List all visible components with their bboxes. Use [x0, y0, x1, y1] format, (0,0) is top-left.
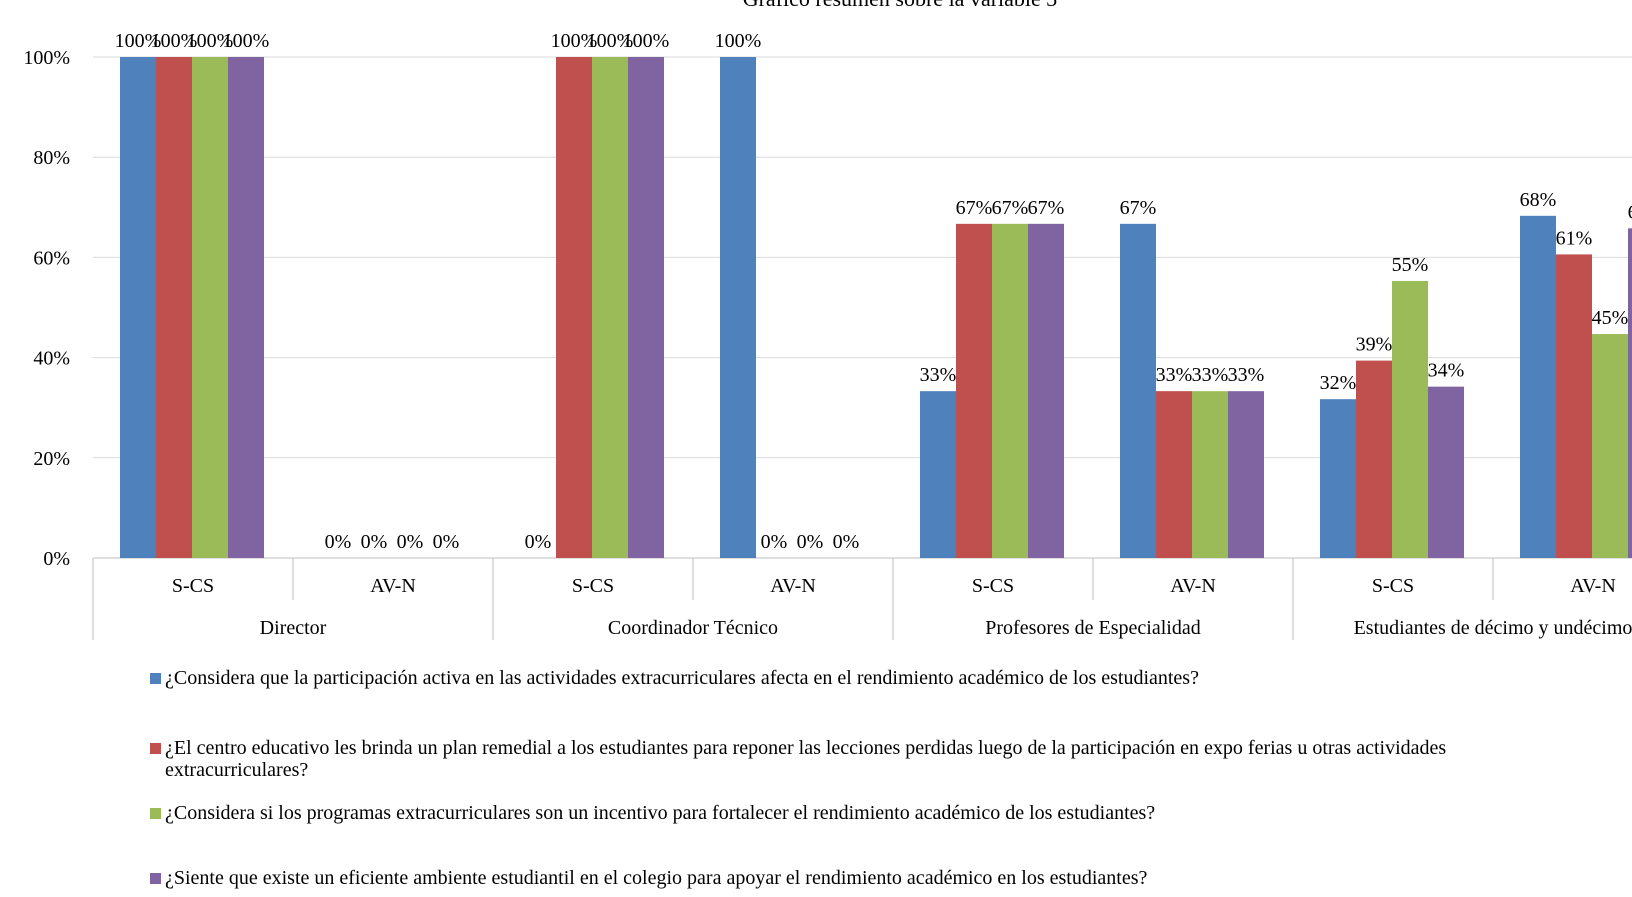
x-category-label: AV-N [1570, 575, 1616, 597]
data-label: 67% [956, 197, 993, 219]
y-tick-label: 40% [33, 348, 70, 370]
bar [1028, 223, 1064, 558]
x-category-label: S-CS [972, 575, 1014, 597]
x-category-label: AV-N [1170, 575, 1216, 597]
legend-label-2: ¿El centro educativo les brinda un plan … [165, 737, 1447, 781]
x-group-label: Estudiantes de décimo y undécimo [1354, 617, 1632, 639]
bar [556, 57, 592, 558]
data-label: 32% [1320, 372, 1357, 394]
data-label: 0% [433, 531, 460, 553]
data-label: 68% [1520, 189, 1557, 211]
y-tick-label: 20% [33, 448, 70, 470]
bar [992, 223, 1028, 558]
data-label: 34% [1428, 360, 1465, 382]
data-label: 45% [1592, 307, 1629, 329]
chart-title: Gráfico resumen sobre la variable 3 [743, 0, 1058, 11]
bar [1628, 228, 1632, 559]
x-group-label: Coordinador Técnico [608, 617, 778, 639]
bar [1228, 391, 1264, 558]
data-label: 67% [992, 197, 1029, 219]
y-tick-label: 60% [33, 247, 70, 269]
legend-label-4: ¿Siente que existe un eficiente ambiente… [165, 867, 1148, 889]
data-label: 0% [833, 531, 860, 553]
bar [120, 57, 156, 558]
data-label: 100% [623, 30, 670, 52]
bar [1592, 334, 1628, 558]
bar [192, 57, 228, 558]
data-label: 67% [1028, 197, 1065, 219]
legend-item-4: ¿Siente que existe un eficiente ambiente… [150, 867, 1147, 889]
bar-chart: Gráfico resumen sobre la variable 3 0% 20%… [23, 0, 1632, 640]
bar [228, 57, 264, 558]
legend-item-3: ¿Considera si los programas extracurricu… [150, 802, 1155, 824]
legend-item-1: ¿Considera que la participación activa e… [150, 667, 1199, 689]
data-label: 61% [1556, 227, 1593, 249]
bar [1120, 223, 1156, 558]
x-category-label: S-CS [1372, 575, 1414, 597]
data-label: 39% [1356, 334, 1393, 356]
bar [1556, 254, 1592, 559]
x-category-label: AV-N [770, 575, 816, 597]
data-label: 33% [1156, 364, 1193, 386]
x-category-label: S-CS [572, 575, 614, 597]
data-label: 100% [115, 30, 162, 52]
data-label: 0% [525, 531, 552, 553]
data-label: 100% [223, 30, 270, 52]
x-group-label: Profesores de Especialidad [985, 617, 1200, 639]
x-group-label: Director [260, 617, 327, 639]
bar [1320, 399, 1356, 558]
bar [1192, 391, 1228, 558]
data-label: 33% [1192, 364, 1229, 386]
data-label: 55% [1392, 254, 1429, 276]
data-label: 100% [587, 30, 634, 52]
data-label: 100% [187, 30, 234, 52]
legend-label-3: ¿Considera si los programas extracurricu… [165, 802, 1156, 824]
y-tick-label: 100% [23, 47, 70, 69]
data-label: 33% [920, 364, 957, 386]
legend-item-2: ¿El centro educativo les brinda un plan … [150, 737, 1585, 781]
bar [720, 57, 756, 558]
legend-swatch-1 [150, 673, 161, 684]
data-label: 0% [761, 531, 788, 553]
x-category-label: AV-N [370, 575, 416, 597]
legend-swatch-2 [150, 743, 161, 754]
data-label: 33% [1228, 364, 1265, 386]
data-label: 0% [325, 531, 352, 553]
y-tick-label: 0% [43, 548, 70, 570]
bar [592, 57, 628, 558]
data-label: 67% [1120, 197, 1157, 219]
bar [1392, 280, 1428, 558]
bar [628, 57, 664, 558]
y-tick-label: 80% [33, 147, 70, 169]
legend-label-1: ¿Considera que la participación activa e… [165, 667, 1199, 689]
bar [156, 57, 192, 558]
data-label: 100% [715, 30, 762, 52]
bar [1356, 360, 1392, 558]
legend-swatch-3 [150, 808, 161, 819]
bar [1428, 386, 1464, 558]
data-label: 0% [797, 531, 824, 553]
data-label: 100% [151, 30, 198, 52]
bar [956, 223, 992, 558]
data-label: 100% [551, 30, 598, 52]
bar [1520, 215, 1556, 558]
data-label: 0% [361, 531, 388, 553]
legend-swatch-4 [150, 873, 161, 884]
bar [1156, 391, 1192, 558]
data-label: 66% [1628, 201, 1632, 223]
x-category-label: S-CS [172, 575, 214, 597]
bar [920, 391, 956, 558]
data-label: 0% [397, 531, 424, 553]
